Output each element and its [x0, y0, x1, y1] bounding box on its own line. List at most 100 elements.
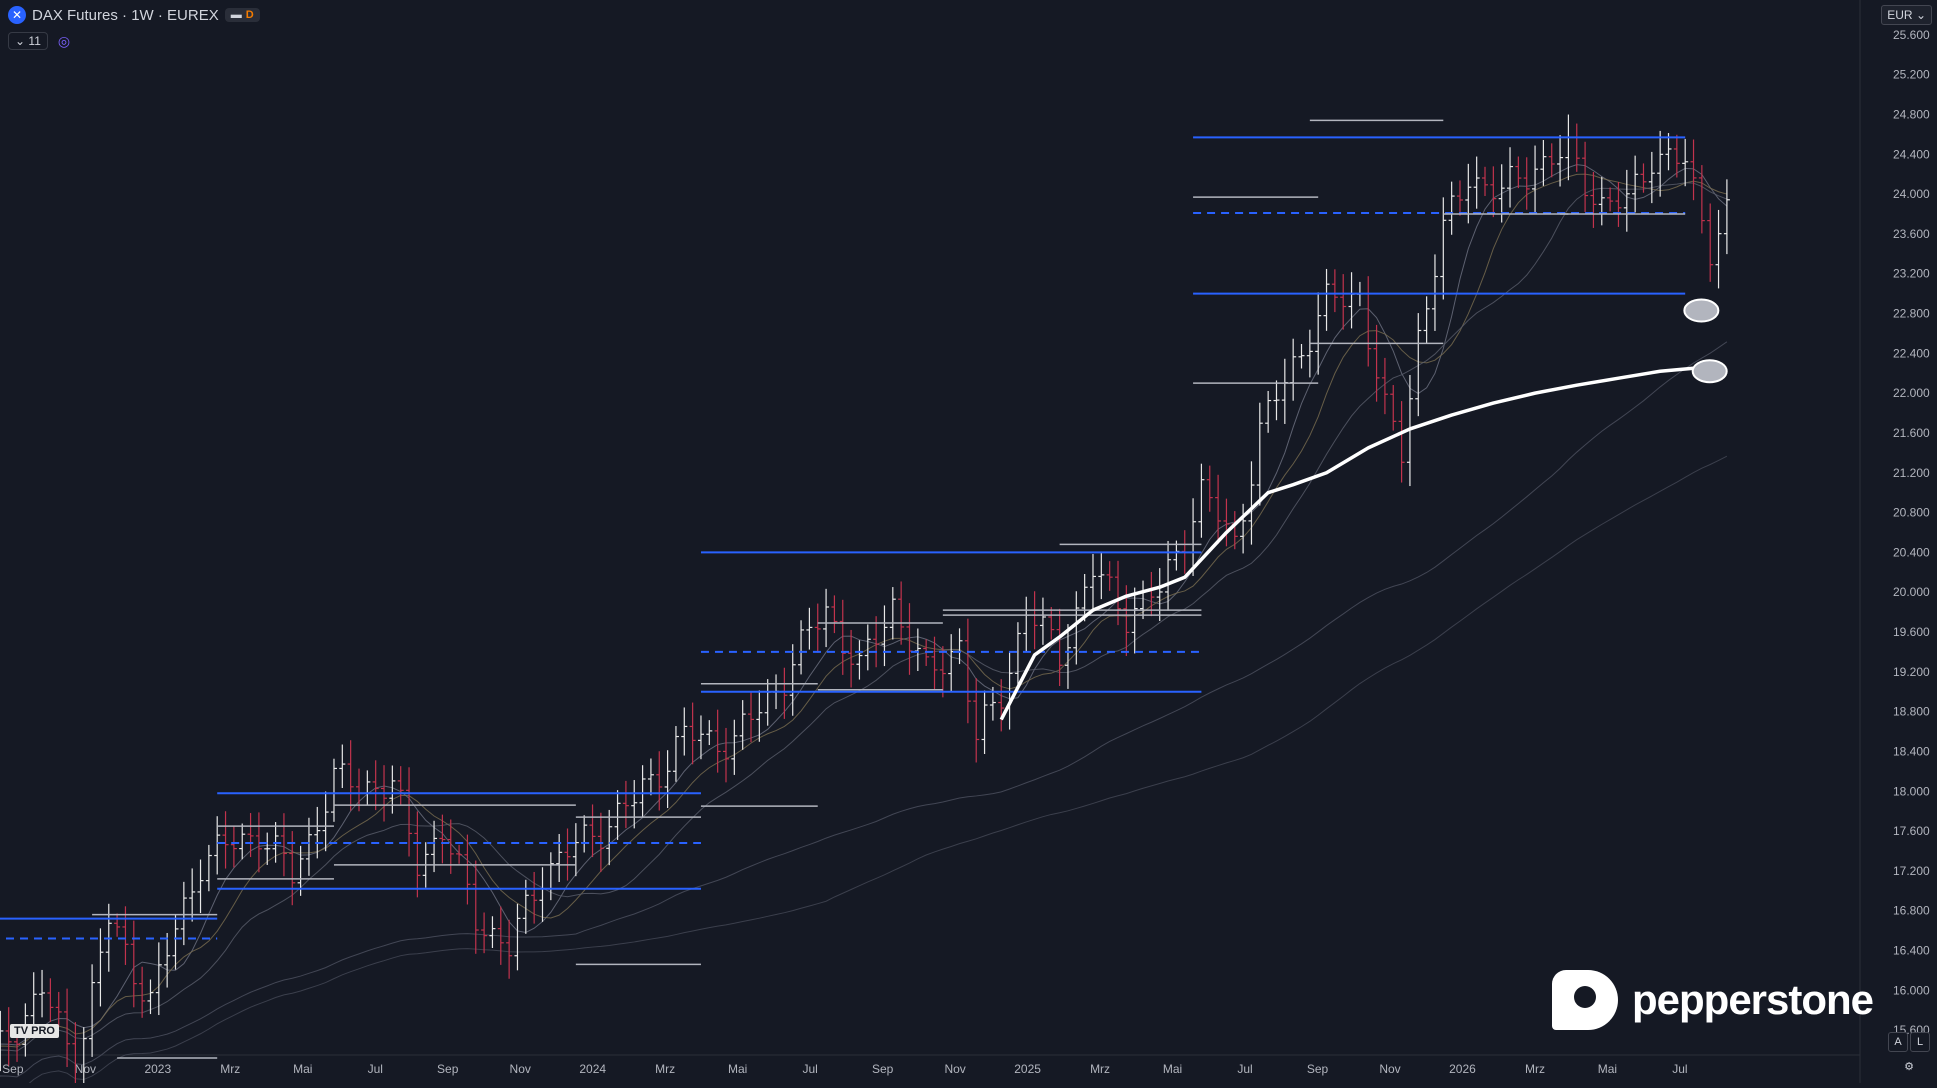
ohlc-bar — [1231, 511, 1238, 550]
ohlc-bar — [172, 915, 179, 970]
ohlc-bar — [280, 813, 287, 877]
ohlc-bar — [1615, 181, 1622, 227]
ohlc-bar — [1331, 269, 1338, 313]
ohlc-bar — [889, 587, 896, 640]
ohlc-bar — [1240, 503, 1247, 554]
ohlc-bar — [1723, 179, 1730, 255]
ohlc-bar — [572, 823, 579, 877]
ohlc-bar — [1281, 358, 1288, 424]
ohlc-bar — [1223, 498, 1230, 547]
ohlc-bar — [789, 644, 796, 716]
ohlc-bar — [5, 1007, 12, 1066]
ohlc-bar — [672, 726, 679, 782]
ohlc-bar — [1098, 552, 1105, 600]
y-tick-label: 22.800 — [1893, 307, 1930, 321]
x-circle-icon[interactable]: ✕ — [8, 6, 26, 24]
ohlc-bar — [1507, 147, 1514, 208]
ohlc-bar — [748, 691, 755, 743]
ohlc-bar — [389, 765, 396, 814]
ohlc-bar — [1089, 553, 1096, 610]
ohlc-bar — [689, 702, 696, 765]
indicators-toggle[interactable]: ⌄ 11 — [8, 32, 48, 50]
ohlc-bar — [1390, 385, 1397, 431]
ohlc-bar — [1198, 463, 1205, 538]
currency-selector[interactable]: EUR ⌄ — [1881, 5, 1932, 25]
tradingview-pro-logo: TV PRO — [10, 1024, 59, 1038]
ohlc-bar — [1607, 187, 1614, 212]
ohlc-bar — [964, 618, 971, 724]
ohlc-bar — [1623, 169, 1630, 232]
y-tick-label: 20.000 — [1893, 585, 1930, 599]
ohlc-bar — [406, 767, 413, 857]
ohlc-bar — [255, 812, 262, 873]
session-badge[interactable]: ▬ D — [224, 8, 260, 22]
ohlc-bar — [1381, 357, 1388, 415]
ohlc-bar — [189, 868, 196, 922]
indicator-sync-icon[interactable]: ◎ — [57, 32, 71, 49]
minus-icon: ▬ — [230, 9, 242, 21]
ohlc-bar — [948, 634, 955, 692]
ohlc-bar — [998, 679, 1005, 732]
auto-scale-button[interactable]: A — [1888, 1032, 1908, 1052]
ohlc-bar — [1648, 151, 1655, 204]
gear-icon[interactable]: ⚙ — [1900, 1057, 1918, 1075]
x-tick-label: Nov — [75, 1062, 96, 1076]
indicator-row: ⌄ 11 ◎ — [8, 32, 70, 50]
x-tick-label: Mai — [1598, 1062, 1617, 1076]
y-tick-label: 19.200 — [1893, 665, 1930, 679]
ohlc-bar — [706, 720, 713, 746]
ohlc-bar — [814, 603, 821, 653]
x-tick-label: Jul — [1237, 1062, 1252, 1076]
ohlc-bar — [464, 834, 471, 905]
ohlc-bar — [739, 700, 746, 750]
ohlc-bar — [856, 640, 863, 680]
ohlc-bar — [0, 1010, 4, 1072]
ohlc-bar — [1515, 156, 1522, 189]
ohlc-bar — [55, 991, 62, 1028]
price-marker — [1683, 298, 1720, 323]
x-tick-label: Nov — [944, 1062, 965, 1076]
x-tick-label: Jul — [1672, 1062, 1687, 1076]
ohlc-bar — [1682, 138, 1689, 187]
x-tick-label: Nov — [1379, 1062, 1400, 1076]
ohlc-bar — [147, 979, 154, 1015]
ohlc-bar — [589, 804, 596, 858]
ohlc-bar — [1315, 292, 1322, 375]
ohlc-bar — [414, 811, 421, 898]
tv-badge-text: TV PRO — [14, 1025, 55, 1037]
ohlc-bar — [339, 744, 346, 789]
ohlc-bar — [914, 628, 921, 672]
ohlc-bar — [981, 690, 988, 755]
x-tick-label: Mai — [728, 1062, 747, 1076]
ohlc-bar — [647, 758, 654, 796]
ohlc-bar — [731, 719, 738, 775]
ohlc-bar — [97, 928, 104, 1007]
ohlc-bar — [1398, 401, 1405, 483]
ohlc-bar — [1056, 608, 1063, 687]
y-tick-label: 23.600 — [1893, 227, 1930, 241]
y-tick-label: 24.000 — [1893, 187, 1930, 201]
log-scale-button[interactable]: L — [1910, 1032, 1930, 1052]
currency-label: EUR — [1887, 8, 1913, 22]
ohlc-bar — [781, 667, 788, 719]
ohlc-bar — [1707, 203, 1714, 282]
y-tick-label: 23.200 — [1893, 267, 1930, 281]
ohlc-bar — [330, 758, 337, 822]
ohlc-bar — [1690, 139, 1697, 201]
ohlc-bar — [1215, 474, 1222, 544]
ohlc-bar — [639, 765, 646, 817]
ohlc-bar — [806, 607, 813, 650]
ohlc-bar — [439, 814, 446, 864]
chart-legend-header: ✕ DAX Futures · 1W · EUREX ▬ D — [8, 6, 260, 24]
ohlc-bar — [873, 616, 880, 668]
y-tick-label: 25.600 — [1893, 28, 1930, 42]
ohlc-bar — [205, 844, 212, 892]
y-tick-label: 20.400 — [1893, 545, 1930, 559]
ohlc-bar — [305, 817, 312, 876]
symbol-title[interactable]: DAX Futures · 1W · EUREX — [32, 6, 219, 24]
ohlc-bar — [155, 942, 162, 1016]
ohlc-bar — [1265, 390, 1272, 433]
ohlc-bar — [139, 966, 146, 1018]
